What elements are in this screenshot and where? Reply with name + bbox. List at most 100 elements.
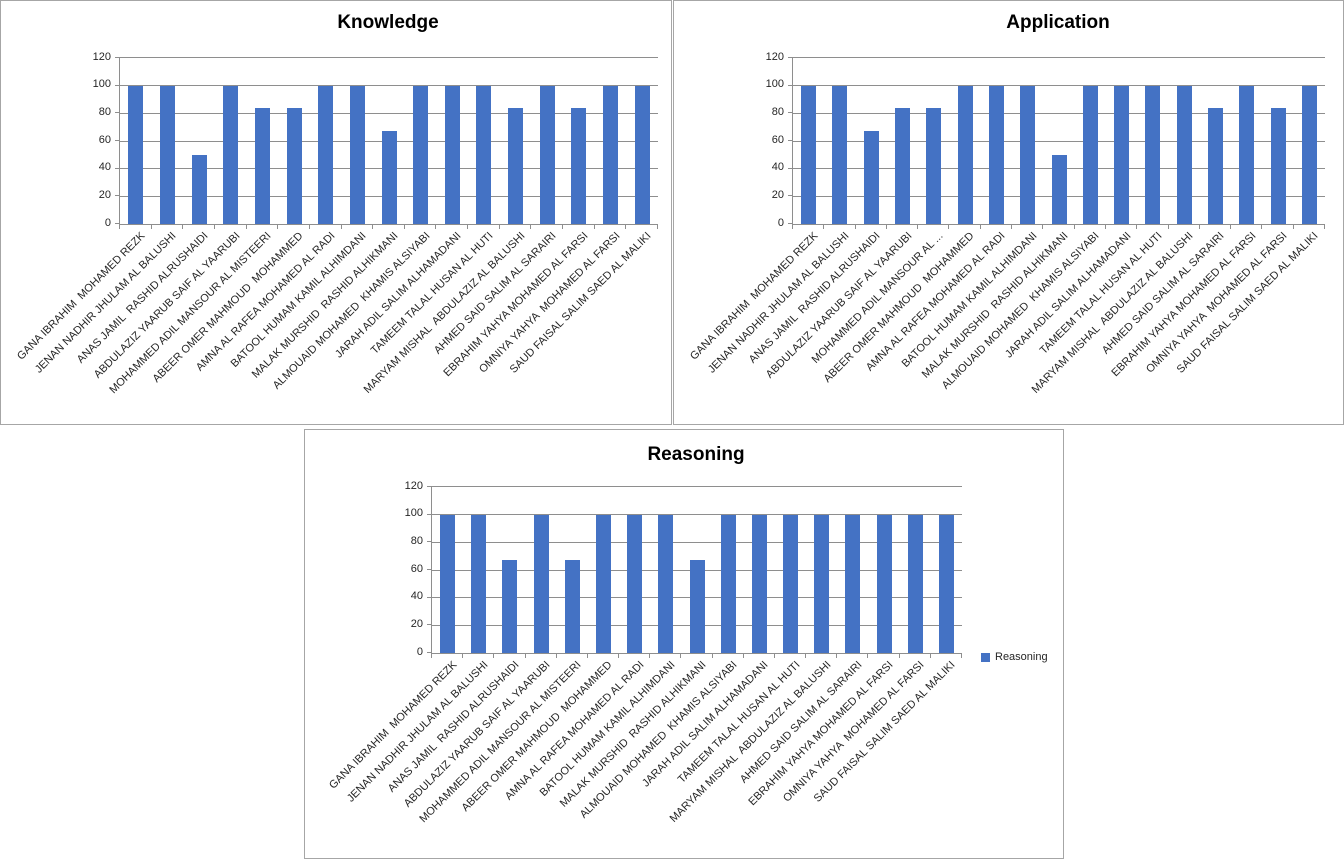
x-axis-tick: [562, 224, 563, 229]
bar: [627, 515, 642, 653]
bar: [440, 515, 455, 653]
x-axis-tick: [1074, 224, 1075, 229]
bar: [508, 108, 523, 224]
y-axis-tick-label: 20: [771, 188, 784, 201]
x-axis-tick: [867, 653, 868, 658]
bar: [318, 86, 333, 224]
bar: [1114, 86, 1129, 224]
bar: [223, 86, 238, 224]
y-axis-tick-label: 40: [771, 161, 784, 174]
gridline: [120, 112, 658, 114]
bar: [908, 515, 923, 653]
x-axis-tick: [277, 224, 278, 229]
x-axis-tick: [823, 224, 824, 229]
bar: [287, 108, 302, 224]
x-axis-tick: [499, 224, 500, 229]
y-axis-tick-label: 40: [410, 590, 423, 603]
x-axis-tick: [657, 224, 658, 229]
bar: [596, 515, 611, 653]
bar: [845, 515, 860, 653]
x-axis-tick: [530, 224, 531, 229]
bar: [814, 515, 829, 653]
bar: [128, 86, 143, 224]
y-axis-tick-label: 80: [98, 105, 111, 118]
x-axis-tick: [961, 653, 962, 658]
y-axis-tick-label: 20: [98, 188, 111, 201]
x-axis-tick: [246, 224, 247, 229]
x-axis-tick: [886, 224, 887, 229]
bar: [832, 86, 847, 224]
x-axis-tick: [309, 224, 310, 229]
y-axis-tick: [427, 596, 431, 598]
bar: [540, 86, 555, 224]
gridline: [432, 541, 962, 543]
knowledge-plot-area: [119, 57, 658, 225]
y-axis-tick: [115, 112, 119, 114]
y-axis-tick-label: 60: [410, 562, 423, 575]
reasoning-chart-title: Reasoning: [647, 444, 745, 465]
bar: [801, 86, 816, 224]
bar: [1020, 86, 1035, 224]
bar: [603, 86, 618, 224]
y-axis-tick-label: 40: [98, 161, 111, 174]
bar: [926, 108, 941, 224]
x-axis-tick: [917, 224, 918, 229]
x-axis-tick: [404, 224, 405, 229]
x-axis-tick: [1324, 224, 1325, 229]
x-axis-tick: [1136, 224, 1137, 229]
application-chart-title: Application: [1006, 12, 1110, 33]
y-axis-tick-label: 120: [765, 50, 784, 63]
bar: [1052, 155, 1067, 224]
x-axis-tick: [467, 224, 468, 229]
x-axis-tick: [1042, 224, 1043, 229]
legend-swatch: [981, 652, 990, 662]
x-axis-tick: [1105, 224, 1106, 229]
bar: [1302, 86, 1317, 224]
bar: [1239, 86, 1254, 224]
x-axis-tick: [1293, 224, 1294, 229]
bar: [160, 86, 175, 224]
y-axis-tick: [115, 223, 119, 224]
bar: [1208, 108, 1223, 224]
y-axis-tick: [115, 57, 119, 58]
bar: [476, 86, 491, 224]
y-axis-tick: [427, 569, 431, 570]
x-axis-tick: [462, 653, 463, 658]
bar: [1271, 108, 1286, 224]
application-plot-area: [792, 57, 1325, 225]
bar: [1145, 86, 1160, 224]
y-axis-tick: [788, 140, 792, 141]
bar: [382, 131, 397, 224]
x-axis-tick: [680, 653, 681, 658]
x-axis-tick: [1261, 224, 1262, 229]
y-axis-tick-label: 0: [416, 645, 423, 658]
bar: [877, 515, 892, 653]
y-axis-tick-label: 20: [410, 617, 423, 630]
reasoning-plot-area: [431, 486, 962, 654]
x-axis-tick: [372, 224, 373, 229]
y-axis-tick: [115, 195, 119, 197]
y-axis-tick-label: 60: [771, 133, 784, 146]
y-axis-tick: [115, 140, 119, 141]
x-axis-tick: [182, 224, 183, 229]
legend: Reasoning: [981, 651, 1048, 663]
x-axis-tick: [743, 653, 744, 658]
x-axis-tick: [431, 653, 432, 658]
gridline: [793, 112, 1325, 114]
y-axis-tick: [788, 112, 792, 114]
bar: [565, 560, 580, 653]
x-axis-tick: [948, 224, 949, 229]
bar: [445, 86, 460, 224]
x-axis-tick: [625, 224, 626, 229]
gridline: [793, 85, 1325, 87]
bar: [571, 108, 586, 224]
x-axis-tick: [1230, 224, 1231, 229]
x-axis-tick: [899, 653, 900, 658]
x-axis-tick: [649, 653, 650, 658]
x-axis-tick: [556, 653, 557, 658]
legend-label: Reasoning: [995, 651, 1048, 663]
y-axis-tick: [788, 223, 792, 224]
y-axis-tick: [115, 84, 119, 86]
y-axis-tick-label: 0: [104, 216, 111, 229]
